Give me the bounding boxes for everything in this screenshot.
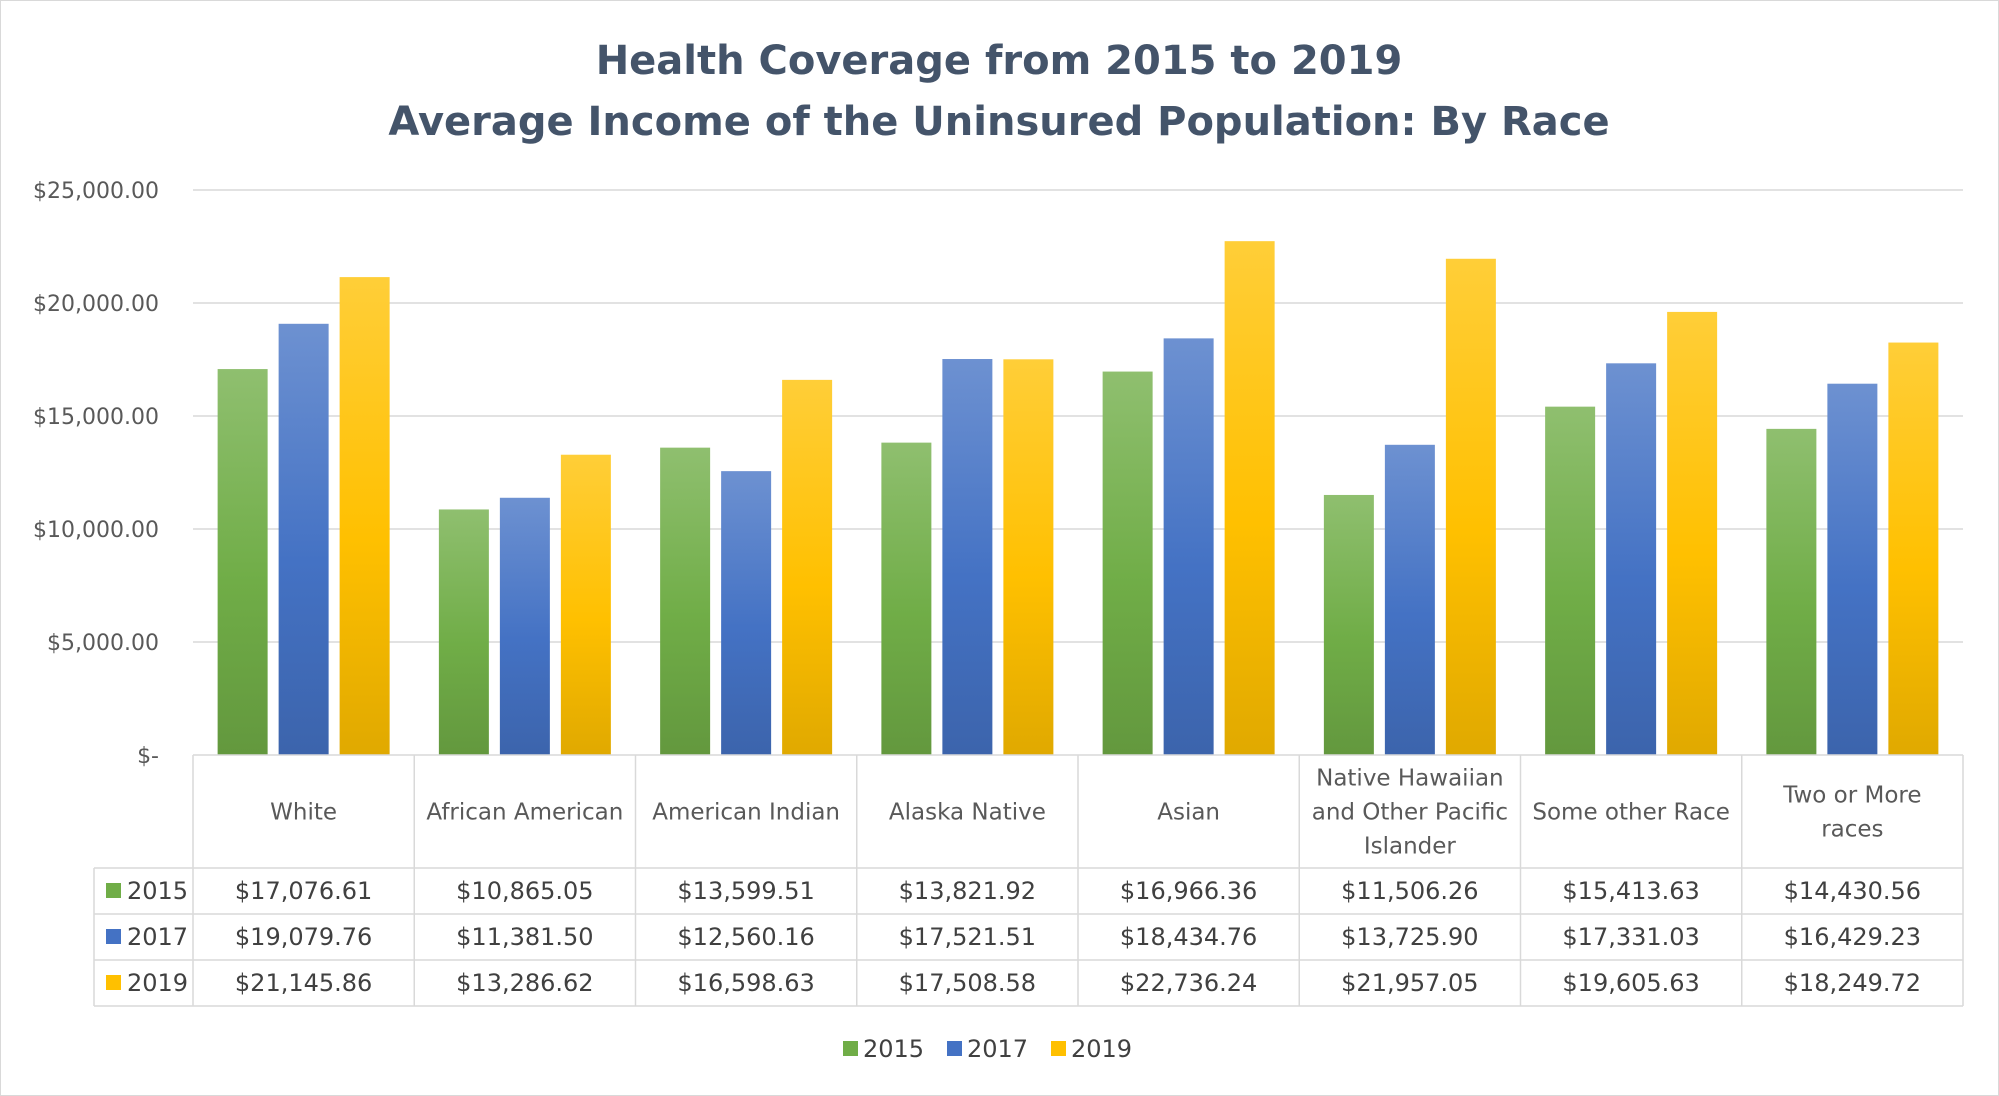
category-label: Asian <box>1157 800 1220 826</box>
category-label: Two or More races <box>1782 783 1921 843</box>
table-row-label: 2019 <box>127 969 188 997</box>
table-cell: $16,429.23 <box>1784 923 1921 951</box>
table-cell: $13,725.90 <box>1341 923 1478 951</box>
table-cell: $18,249.72 <box>1784 969 1921 997</box>
bar-2019-1 <box>560 454 611 755</box>
y-tick-label: $20,000.00 <box>33 292 159 317</box>
table-legend-key <box>106 929 121 944</box>
bar-2017-2 <box>721 471 772 755</box>
category-label: African American <box>426 800 623 826</box>
table-cell: $18,434.76 <box>1120 923 1257 951</box>
table-cell: $15,413.63 <box>1562 877 1699 905</box>
table-cell: $22,736.24 <box>1120 969 1257 997</box>
bar-2019-5 <box>1445 258 1496 755</box>
bar-2015-4 <box>1102 371 1153 755</box>
table-cell: $14,430.56 <box>1784 877 1921 905</box>
table-legend-key <box>106 975 121 990</box>
legend-swatch <box>843 1041 858 1056</box>
bar-2019-3 <box>1003 359 1054 755</box>
table-cell: $17,508.58 <box>899 969 1036 997</box>
bar-2017-6 <box>1606 363 1657 755</box>
bar-2019-2 <box>782 379 833 755</box>
bar-2017-3 <box>942 359 993 755</box>
bar-2017-1 <box>499 497 550 755</box>
table-cell: $17,076.61 <box>235 877 372 905</box>
table-legend-key <box>106 883 121 898</box>
legend-swatch <box>1051 1041 1066 1056</box>
bar-2017-0 <box>278 323 329 755</box>
table-cell: $13,599.51 <box>677 877 814 905</box>
table-cell: $17,331.03 <box>1562 923 1699 951</box>
bars <box>217 241 1939 755</box>
y-tick-label: $10,000.00 <box>33 518 159 543</box>
bar-2017-4 <box>1163 338 1214 755</box>
category-label: Some other Race <box>1532 800 1730 826</box>
table-cell: $19,605.63 <box>1562 969 1699 997</box>
y-tick-label: $15,000.00 <box>33 405 159 430</box>
table-cell: $13,286.62 <box>456 969 593 997</box>
bar-2015-6 <box>1545 406 1596 755</box>
table-cell: $16,966.36 <box>1120 877 1257 905</box>
bar-2019-4 <box>1224 241 1275 755</box>
chart-title: Health Coverage from 2015 to 2019 <box>596 38 1403 84</box>
legend-label: 2015 <box>863 1035 924 1063</box>
legend-swatch <box>947 1041 962 1056</box>
bar-2019-7 <box>1888 342 1939 755</box>
table-row-label: 2017 <box>127 923 188 951</box>
table-row-label: 2015 <box>127 877 188 905</box>
y-tick-label: $- <box>137 744 159 769</box>
legend-label: 2017 <box>967 1035 1028 1063</box>
table-cell: $19,079.76 <box>235 923 372 951</box>
y-axis-ticks: $- $5,000.00 $10,000.00 $15,000.00 $20,000.0… <box>33 179 159 769</box>
table-cell: $21,145.86 <box>235 969 372 997</box>
category-label: American Indian <box>652 800 840 826</box>
bar-2015-5 <box>1323 494 1374 755</box>
table-cell: $10,865.05 <box>456 877 593 905</box>
table-cell: $11,381.50 <box>456 923 593 951</box>
legend: 2015 2017 2019 <box>843 1035 1132 1063</box>
bar-2015-0 <box>217 369 268 755</box>
category-label: White <box>270 800 337 826</box>
table-cell: $11,506.26 <box>1341 877 1478 905</box>
bar-2015-3 <box>881 442 932 755</box>
bar-2019-0 <box>339 277 390 755</box>
data-table: White African American American Indian Alas… <box>93 754 1964 1007</box>
legend-label: 2019 <box>1071 1035 1132 1063</box>
bar-2015-2 <box>660 447 711 755</box>
y-tick-label: $25,000.00 <box>33 179 159 204</box>
bar-2019-6 <box>1667 311 1718 755</box>
bar-2015-7 <box>1766 428 1817 755</box>
category-label: Alaska Native <box>889 800 1046 826</box>
table-cell: $12,560.16 <box>677 923 814 951</box>
y-tick-label: $5,000.00 <box>47 631 159 656</box>
chart-subtitle: Average Income of the Uninsured Populati… <box>388 99 1609 145</box>
category-label: Native Hawaiian and Other Pacific Islander <box>1312 766 1508 860</box>
table-cell: $17,521.51 <box>899 923 1036 951</box>
table-cell: $16,598.63 <box>677 969 814 997</box>
table-cell: $21,957.05 <box>1341 969 1478 997</box>
table-cell: $13,821.92 <box>899 877 1036 905</box>
bar-2017-5 <box>1384 444 1435 755</box>
bar-2015-1 <box>438 509 489 755</box>
bar-2017-7 <box>1827 383 1878 755</box>
